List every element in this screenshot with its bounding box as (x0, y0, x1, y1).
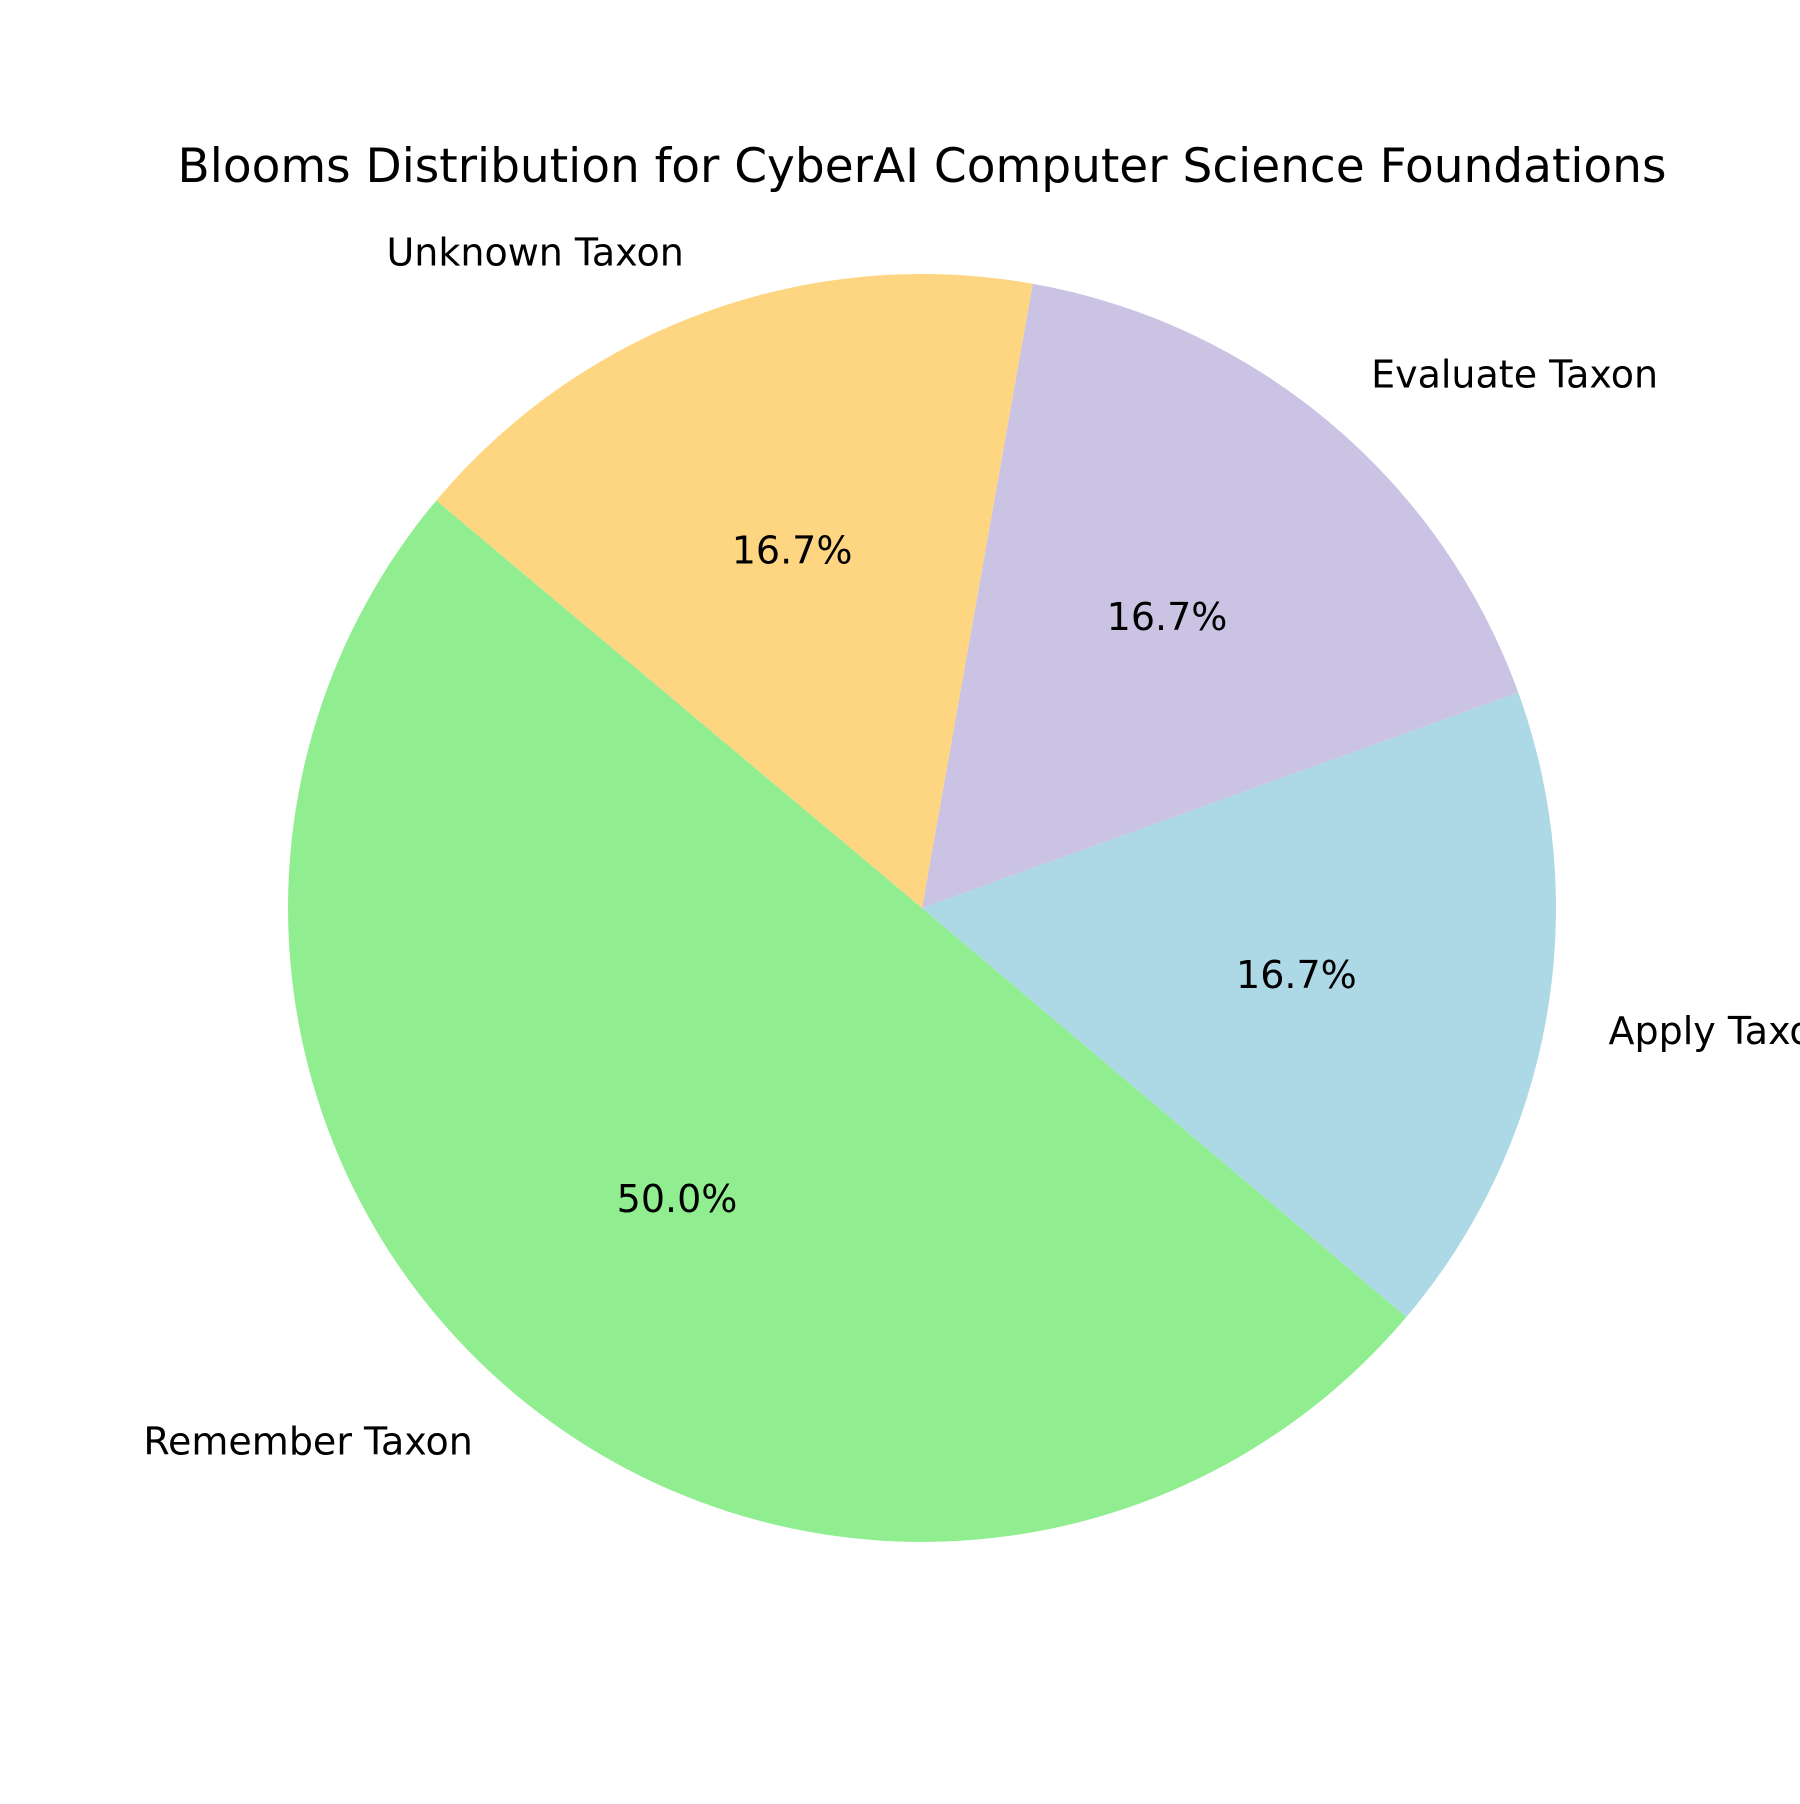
pie-slices (288, 274, 1556, 1542)
pie-pct-label-apply-taxon: 16.7% (1236, 953, 1357, 997)
chart-title: Blooms Distribution for CyberAI Computer… (0, 143, 1800, 190)
pie-category-label-apply-taxon: Apply Taxon (1609, 1009, 1800, 1053)
pie-category-label-remember-taxon: Remember Taxon (143, 1420, 473, 1464)
pie-pct-label-evaluate-taxon: 16.7% (1107, 595, 1228, 639)
pie-category-label-evaluate-taxon: Evaluate Taxon (1371, 353, 1658, 397)
pie-pct-label-unknown-taxon: 16.7% (732, 529, 853, 573)
pie-category-label-unknown-taxon: Unknown Taxon (386, 231, 683, 275)
pie-pct-label-remember-taxon: 50.0% (617, 1177, 738, 1221)
